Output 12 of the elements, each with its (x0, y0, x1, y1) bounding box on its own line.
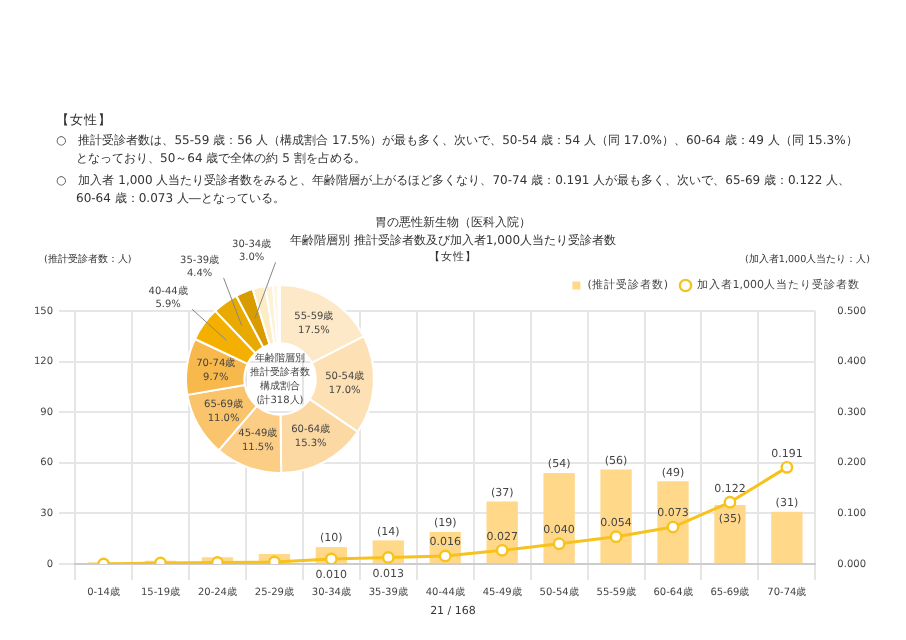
point (495, 543, 509, 557)
bar (600, 469, 632, 563)
point (438, 549, 452, 563)
point (609, 530, 623, 544)
point (780, 460, 794, 474)
bar (657, 481, 689, 563)
point (723, 495, 737, 509)
point (552, 537, 566, 551)
point (666, 520, 680, 534)
bar (714, 504, 746, 563)
bar (543, 472, 575, 563)
bar (771, 511, 803, 563)
